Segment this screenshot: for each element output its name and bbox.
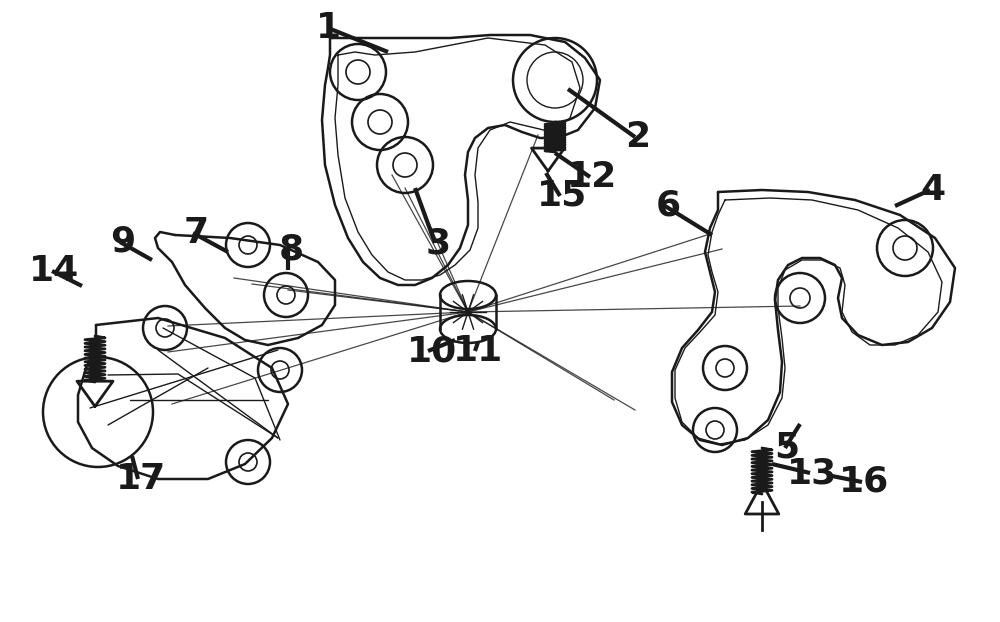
Text: 5: 5 bbox=[774, 431, 800, 465]
Text: 4: 4 bbox=[920, 173, 946, 207]
Text: 13: 13 bbox=[787, 456, 837, 490]
Text: 17: 17 bbox=[116, 462, 166, 496]
Text: 16: 16 bbox=[839, 465, 889, 499]
Text: 1: 1 bbox=[315, 11, 341, 45]
Text: 14: 14 bbox=[29, 254, 79, 288]
Text: 15: 15 bbox=[537, 179, 587, 213]
Text: 6: 6 bbox=[655, 189, 681, 223]
Text: 2: 2 bbox=[625, 120, 651, 154]
Text: 11: 11 bbox=[453, 334, 503, 368]
Text: 8: 8 bbox=[278, 232, 304, 266]
Text: 3: 3 bbox=[425, 226, 451, 260]
Text: 12: 12 bbox=[567, 160, 617, 194]
Text: 9: 9 bbox=[110, 225, 136, 259]
Text: 10: 10 bbox=[407, 334, 457, 368]
Text: 7: 7 bbox=[183, 216, 209, 250]
